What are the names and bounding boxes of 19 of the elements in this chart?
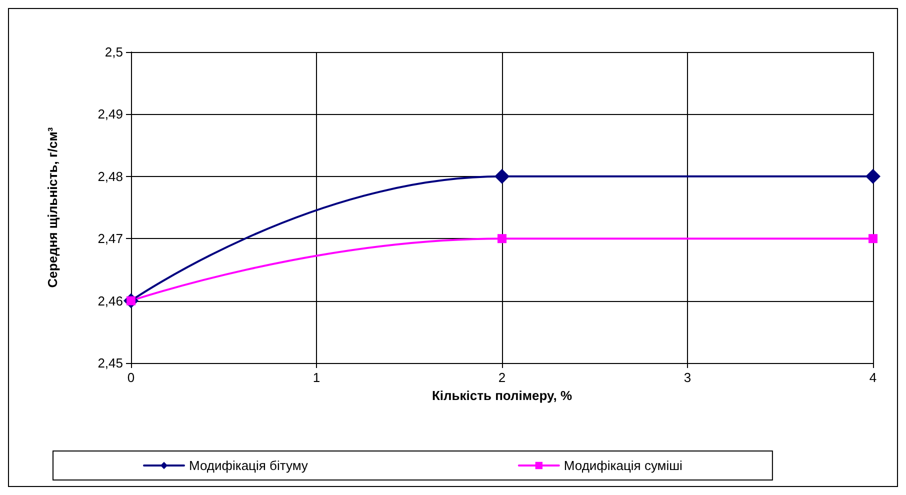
point (866, 168, 880, 184)
x-tick-label: 2 (498, 370, 506, 385)
legend-label: Модифікація бітуму (189, 458, 308, 473)
x-tick-label: 3 (684, 370, 692, 385)
y-tick-label: 2,48 (98, 168, 123, 184)
y-axis-title: Середня щільність, г/см³ (45, 126, 60, 288)
x-tick-label: 1 (312, 370, 320, 385)
point (868, 234, 878, 244)
y-tick-label: 2,46 (98, 293, 123, 308)
x-tick-label: 4 (869, 370, 877, 385)
y-tick-label: 2,45 (98, 356, 123, 370)
point (494, 168, 510, 184)
y-tick-label: 2,49 (98, 106, 123, 122)
y-tick-label: 2,5 (104, 44, 123, 60)
x-axis-title: Кількість полімеру, % (432, 388, 572, 403)
x-tick-label: 0 (127, 370, 135, 385)
y-tick-label: 2,47 (98, 231, 123, 246)
point (498, 234, 506, 244)
legend-label: Модифікація суміші (564, 458, 683, 473)
